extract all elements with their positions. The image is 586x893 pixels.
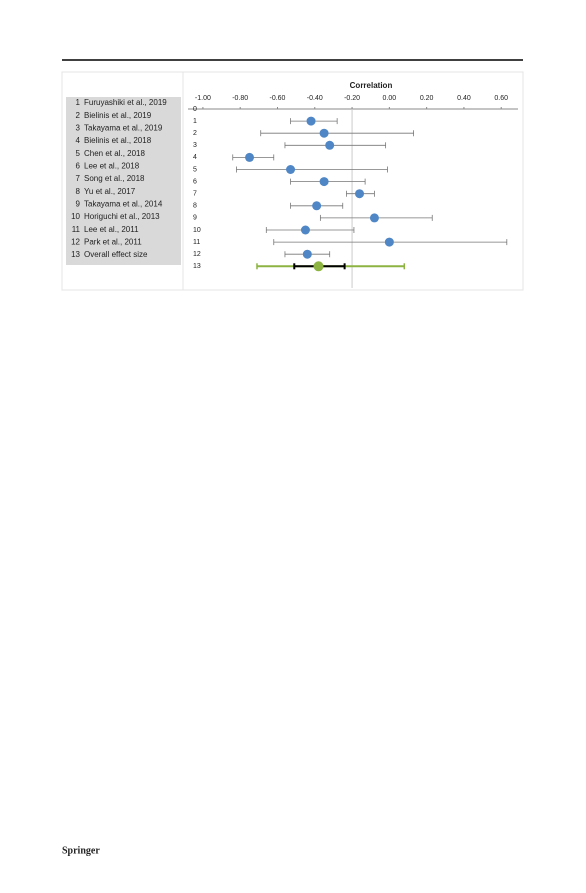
effect-point — [312, 201, 322, 211]
x-tick-label: -1.00 — [195, 95, 211, 102]
row-number: 5 — [76, 149, 81, 158]
row-number: 10 — [71, 212, 80, 221]
effect-point — [384, 237, 394, 247]
x-tick-label: -0.60 — [270, 95, 286, 102]
row-number: 3 — [76, 123, 81, 132]
study-label: Horiguchi et al., 2013 — [84, 212, 160, 221]
y-tick-label: 12 — [193, 251, 201, 258]
y-tick-label: 8 — [193, 203, 197, 210]
effect-point — [325, 140, 335, 150]
effect-point — [245, 152, 255, 162]
x-tick-label: 0.40 — [457, 95, 471, 102]
y-tick-label: 11 — [193, 239, 200, 246]
x-tick-label: -0.80 — [232, 95, 248, 102]
effect-point — [300, 225, 310, 235]
effect-point — [302, 249, 312, 259]
row-number: 13 — [71, 250, 80, 259]
study-label: Chen et al., 2018 — [84, 149, 145, 158]
row-number: 8 — [76, 187, 81, 196]
study-label: Park et al., 2011 — [84, 237, 142, 246]
y-tick-label: 9 — [193, 215, 197, 222]
effect-point — [286, 165, 296, 174]
study-label: Bielinis et al., 2019 — [84, 111, 152, 120]
effect-point — [319, 177, 329, 187]
chart-title: Correlation — [350, 81, 393, 90]
x-tick-label: 0.20 — [420, 95, 434, 102]
footer: Springer — [62, 845, 100, 856]
row-number: 2 — [76, 111, 81, 120]
row-number: 12 — [71, 237, 80, 246]
effect-point — [355, 189, 365, 199]
study-label: Song et al., 2018 — [84, 174, 145, 183]
study-label: Furuyashiki et al., 2019 — [84, 98, 167, 107]
effect-point — [313, 261, 324, 272]
row-number: 7 — [76, 174, 81, 183]
y-tick-label: 2 — [193, 130, 197, 137]
x-tick-label: 0.60 — [494, 95, 508, 102]
row-number: 11 — [72, 225, 81, 234]
effect-point — [319, 128, 329, 138]
x-tick-label: -0.40 — [307, 95, 323, 102]
label-panel — [66, 97, 181, 265]
y-tick-label: 6 — [193, 178, 197, 185]
y-tick-label: 3 — [193, 142, 197, 149]
study-label: Bielinis et al., 2018 — [84, 136, 152, 145]
y-tick-label: 1 — [193, 118, 197, 125]
y-tick-label: 13 — [193, 263, 201, 270]
effect-point — [306, 116, 316, 126]
y-tick-label: 7 — [193, 191, 197, 198]
x-tick-label: -0.20 — [344, 95, 360, 102]
x-tick-label: 0.00 — [383, 95, 397, 102]
study-label: Overall effect size — [84, 250, 148, 259]
row-number: 4 — [76, 136, 81, 145]
row-number: 1 — [76, 98, 81, 107]
row-number: 9 — [76, 199, 81, 208]
study-label: Lee et al., 2018 — [84, 161, 140, 170]
study-label: Lee et al., 2011 — [84, 225, 139, 234]
study-label: Takayama et al., 2019 — [84, 123, 163, 132]
y-tick-label: 10 — [193, 227, 201, 234]
y-tick-label: 5 — [193, 166, 197, 173]
y-tick-label: 0 — [193, 106, 197, 113]
study-label: Yu et al., 2017 — [84, 187, 136, 196]
row-number: 6 — [76, 161, 81, 170]
study-label: Takayama et al., 2014 — [84, 199, 163, 208]
y-tick-label: 4 — [193, 154, 197, 161]
effect-point — [369, 213, 379, 223]
